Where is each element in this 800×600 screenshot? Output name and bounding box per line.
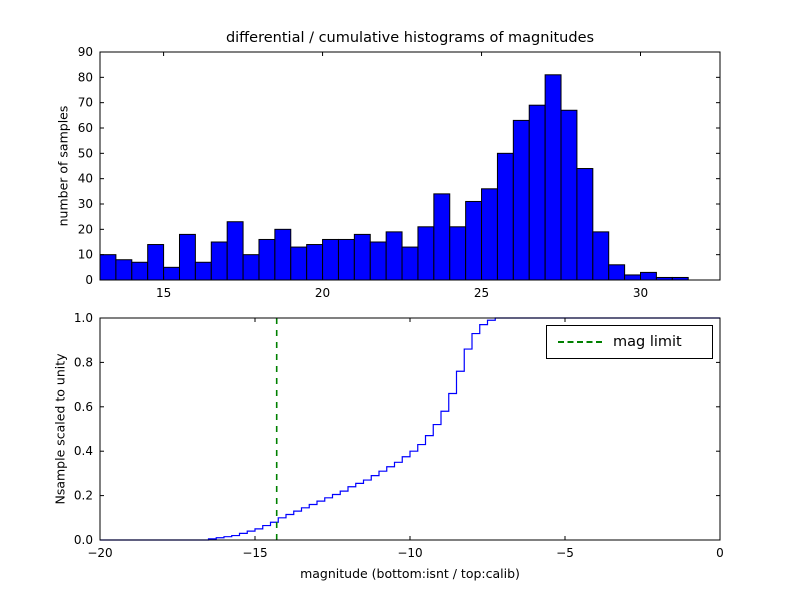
y-tick-label: 30: [78, 197, 93, 211]
histogram-bar: [163, 266, 180, 281]
x-tick-label: −5: [556, 546, 574, 560]
y-tick-label: 0: [85, 273, 93, 287]
y-tick-label: 60: [78, 121, 93, 135]
cumulative-step-line: [100, 317, 720, 541]
histogram-bar: [306, 244, 324, 281]
y-tick-label: 80: [78, 70, 93, 84]
x-tick-label: 0: [716, 546, 724, 560]
histogram-bar: [337, 238, 355, 281]
y-tick-label: 0.8: [74, 355, 93, 369]
histogram-bar: [385, 231, 403, 281]
histogram-bar: [528, 104, 546, 281]
histogram-bar: [194, 261, 212, 281]
y-tick-label: 10: [78, 248, 93, 262]
y-tick-label: 90: [78, 45, 93, 59]
top-y-axis-label: number of samples: [55, 105, 71, 227]
legend: mag limit: [546, 325, 713, 359]
x-tick-label: 30: [633, 286, 648, 300]
histogram-bar: [449, 226, 467, 281]
histogram-bar: [481, 188, 498, 281]
y-tick-label: 40: [78, 172, 93, 186]
x-axis-label: magnitude (bottom:isnt / top:calib): [300, 566, 520, 581]
y-tick-label: 0.0: [74, 533, 93, 547]
histogram-bar: [608, 264, 626, 281]
histogram-bar: [226, 221, 244, 281]
y-tick-label: 0.6: [74, 400, 93, 414]
histogram-bar: [131, 261, 149, 281]
histogram-bar: [592, 231, 610, 281]
histogram-bar: [465, 200, 483, 281]
histogram-bar: [640, 271, 657, 281]
mag-limit-legend-label: mag limit: [613, 334, 682, 350]
x-tick-label: −20: [87, 546, 112, 560]
histogram-bar: [274, 228, 292, 281]
y-tick-label: 1.0: [74, 311, 93, 325]
histogram-bar: [496, 152, 514, 281]
histogram-bar: [115, 259, 133, 281]
histogram-bar: [99, 254, 117, 281]
x-tick-label: −10: [397, 546, 422, 560]
y-tick-label: 0.4: [74, 444, 93, 458]
histogram-bar: [290, 246, 308, 281]
histogram-bar: [624, 274, 642, 281]
y-tick-label: 0.2: [74, 489, 93, 503]
x-tick-label: 15: [156, 286, 171, 300]
histogram-bar: [417, 226, 435, 281]
histogram-bar: [210, 241, 228, 281]
figure-title: differential / cumulative histograms of …: [225, 30, 595, 46]
x-tick-label: 25: [474, 286, 489, 300]
histogram-bar: [544, 74, 562, 281]
histogram-bar: [369, 241, 387, 281]
histogram-bar: [322, 238, 339, 281]
axes-frame: [99, 51, 721, 281]
histogram-bar: [258, 238, 276, 281]
bottom-y-axis-label: Nsample scaled to unity: [52, 353, 68, 505]
histogram-bar: [560, 109, 578, 281]
histogram-bar: [433, 193, 451, 281]
histogram-bar: [242, 254, 260, 281]
y-tick-label: 50: [78, 146, 93, 160]
histogram-bar: [576, 168, 594, 281]
histogram-bar: [147, 244, 165, 281]
histogram-bar: [178, 233, 196, 281]
mag-limit-legend-line-icon: [558, 341, 602, 343]
x-tick-label: −15: [242, 546, 267, 560]
histogram-bar: [353, 233, 371, 281]
histogram-bar: [512, 119, 530, 281]
y-tick-label: 70: [78, 96, 93, 110]
histogram-bar: [401, 246, 419, 281]
y-tick-label: 20: [78, 222, 93, 236]
x-tick-label: 20: [315, 286, 330, 300]
